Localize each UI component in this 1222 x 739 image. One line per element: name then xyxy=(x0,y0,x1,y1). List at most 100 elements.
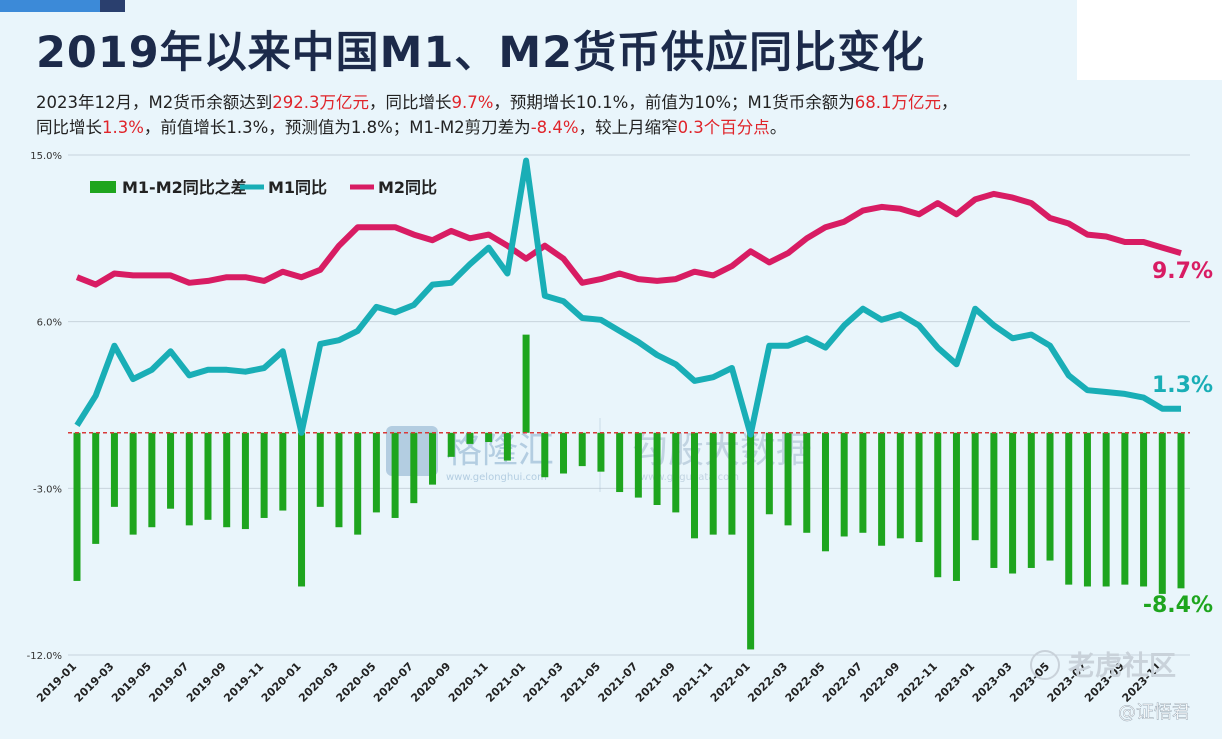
diff-bar xyxy=(821,432,829,552)
x-tick-label: 2019-09 xyxy=(184,660,229,705)
diff-bar xyxy=(541,432,549,478)
laohu-watermark-group: 老虎社区 @证悟君 xyxy=(1030,650,1190,723)
diff-bar xyxy=(503,432,511,461)
legend-label: M1-M2同比之差 xyxy=(122,178,247,197)
y-tick-label: -12.0% xyxy=(27,651,62,662)
summary-segment: 1.3% xyxy=(102,118,144,137)
diff-bar xyxy=(1083,432,1091,587)
chart-legend: M1-M2同比之差 M1同比 M2同比 xyxy=(90,178,437,197)
x-tick-label: 2021-01 xyxy=(483,660,528,705)
y-tick-label: 6.0% xyxy=(37,318,62,329)
corner-accent-bar xyxy=(0,0,125,12)
summary-segment: 9.7% xyxy=(451,93,494,112)
diff-bar xyxy=(690,432,698,539)
x-tick-label: 2022-11 xyxy=(895,660,940,705)
laohu-watermark: 老虎社区 xyxy=(1068,650,1176,682)
diff-bar xyxy=(971,432,979,541)
diff-bar xyxy=(1009,432,1017,574)
legend-swatch-diff xyxy=(90,181,116,193)
end-value-label: 9.7% xyxy=(1152,259,1213,284)
diff-bar xyxy=(92,432,100,544)
y-tick-label: 15.0% xyxy=(30,151,62,162)
diff-bar xyxy=(129,432,137,535)
diff-bar xyxy=(223,432,231,528)
diff-bar xyxy=(335,432,343,528)
diff-bar xyxy=(634,432,642,498)
diff-bar xyxy=(952,432,960,581)
diff-bar xyxy=(279,432,287,511)
diff-bar xyxy=(1027,432,1035,568)
x-tick-label: 2022-01 xyxy=(708,660,753,705)
diff-bar xyxy=(1102,432,1110,587)
summary-text: 2023年12月，M2货币余额达到292.3万亿元，同比增长9.7%，预期增长1… xyxy=(36,90,1136,140)
watermarks: 格隆汇 www.gelonghui.com 勾股大数据 www.gogudata… xyxy=(386,418,812,492)
x-tick-label: 2021-07 xyxy=(596,660,641,705)
diff-bar xyxy=(466,432,474,444)
gogudata-url: www.gogudata.com xyxy=(640,472,739,483)
x-tick-label: 2020-11 xyxy=(446,660,491,705)
x-tick-label: 2020-01 xyxy=(259,660,304,705)
gelonghui-url: www.gelonghui.com xyxy=(446,472,547,483)
money-supply-chart: 格隆汇 www.gelonghui.com 勾股大数据 www.gogudata… xyxy=(27,151,1213,723)
diff-bar xyxy=(747,432,755,650)
m2-series-line xyxy=(75,190,1182,288)
x-tick-label: 2019-11 xyxy=(221,660,266,705)
diff-bar xyxy=(765,432,773,515)
x-tick-label: 2023-05 xyxy=(1007,660,1052,705)
diff-bar xyxy=(148,432,156,528)
x-tick-label: 2021-11 xyxy=(670,660,715,705)
diff-bar xyxy=(803,432,811,533)
y-tick-label: -3.0% xyxy=(33,484,62,495)
summary-segment: ，同比增长 xyxy=(368,93,452,112)
x-tick-label: 2019-03 xyxy=(72,660,117,705)
diff-bar xyxy=(896,432,904,539)
diff-bar xyxy=(110,432,118,507)
summary-segment: ，前值增长1.3%，预测值为1.8%；M1-M2剪刀差为 xyxy=(143,118,531,137)
summary-segment: 2023年12月，M2货币余额达到 xyxy=(36,93,273,112)
x-tick-label: 2019-01 xyxy=(34,660,79,705)
y-axis-ticks: 15.0% 6.0% -3.0% -12.0% xyxy=(27,151,62,662)
diff-bar xyxy=(410,432,418,504)
diff-bar xyxy=(653,432,661,505)
x-tick-label: 2021-09 xyxy=(633,660,678,705)
summary-segment: 同比增长 xyxy=(36,118,102,137)
diff-bar xyxy=(934,432,942,578)
diff-bar xyxy=(298,432,306,587)
x-tick-label: 2019-05 xyxy=(109,660,154,705)
diff-bar xyxy=(784,432,792,526)
diff-bar xyxy=(447,432,455,457)
x-tick-label: 2023-03 xyxy=(970,660,1015,705)
diff-bar xyxy=(728,432,736,535)
x-tick-label: 2020-07 xyxy=(371,660,416,705)
summary-segment: ，预期增长10.1%，前值为10%；M1货币余额为 xyxy=(493,93,855,112)
diff-bar xyxy=(372,432,380,513)
end-value-label: -8.4% xyxy=(1143,593,1213,618)
diff-bar xyxy=(260,432,268,518)
diff-bar xyxy=(672,432,680,513)
x-tick-label: 2020-05 xyxy=(334,660,379,705)
diff-bar xyxy=(185,432,193,526)
diff-bar xyxy=(1140,432,1148,587)
gelonghui-watermark: 格隆汇 xyxy=(446,430,554,471)
x-tick-label: 2022-05 xyxy=(783,660,828,705)
x-tick-label: 2022-09 xyxy=(858,660,903,705)
diff-bar xyxy=(578,432,586,467)
x-axis-ticks: 2019-012019-032019-052019-072019-092019-… xyxy=(34,660,1164,705)
x-tick-label: 2022-03 xyxy=(745,660,790,705)
diff-bar xyxy=(354,432,362,535)
end-labels: 9.7% 1.3% -8.4% xyxy=(1143,259,1213,618)
x-tick-label: 2019-07 xyxy=(146,660,191,705)
x-tick-label: 2020-09 xyxy=(408,660,453,705)
summary-segment: 292.3万亿元 xyxy=(272,93,369,112)
x-tick-label: 2021-05 xyxy=(558,660,603,705)
summary-line-1: 2023年12月，M2货币余额达到292.3万亿元，同比增长9.7%，预期增长1… xyxy=(36,90,1136,115)
diff-bar xyxy=(859,432,867,533)
m1-series-line xyxy=(74,157,1181,438)
diff-bar xyxy=(204,432,212,520)
author-watermark: @证悟君 xyxy=(1118,702,1190,723)
diff-bar xyxy=(1177,432,1185,589)
summary-segment: 0.3个百分点 xyxy=(677,118,770,137)
diff-bar xyxy=(915,432,923,543)
legend-label: M1同比 xyxy=(268,178,327,197)
diff-bar xyxy=(1046,432,1054,561)
